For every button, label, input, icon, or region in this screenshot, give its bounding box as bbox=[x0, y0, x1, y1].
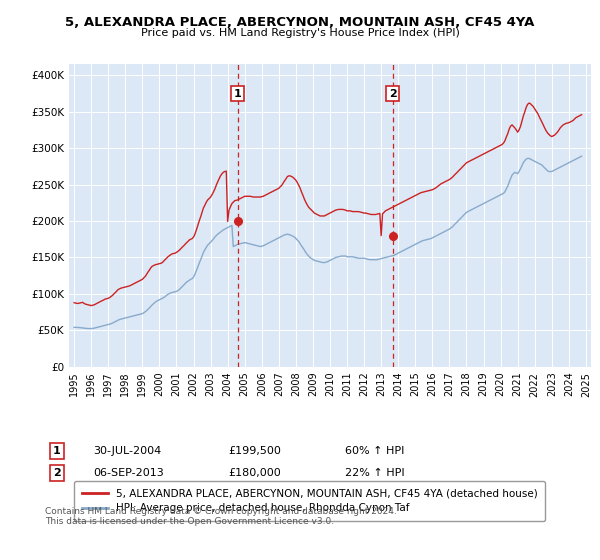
Text: 1: 1 bbox=[53, 446, 61, 456]
Text: 2: 2 bbox=[53, 468, 61, 478]
Text: 30-JUL-2004: 30-JUL-2004 bbox=[93, 446, 161, 456]
Text: 06-SEP-2013: 06-SEP-2013 bbox=[93, 468, 164, 478]
Text: Contains HM Land Registry data © Crown copyright and database right 2024.
This d: Contains HM Land Registry data © Crown c… bbox=[45, 507, 397, 526]
Text: 60% ↑ HPI: 60% ↑ HPI bbox=[345, 446, 404, 456]
Text: 2: 2 bbox=[389, 88, 397, 99]
Text: £180,000: £180,000 bbox=[228, 468, 281, 478]
Text: 5, ALEXANDRA PLACE, ABERCYNON, MOUNTAIN ASH, CF45 4YA: 5, ALEXANDRA PLACE, ABERCYNON, MOUNTAIN … bbox=[65, 16, 535, 29]
Text: Price paid vs. HM Land Registry's House Price Index (HPI): Price paid vs. HM Land Registry's House … bbox=[140, 28, 460, 38]
Legend: 5, ALEXANDRA PLACE, ABERCYNON, MOUNTAIN ASH, CF45 4YA (detached house), HPI: Ave: 5, ALEXANDRA PLACE, ABERCYNON, MOUNTAIN … bbox=[74, 481, 545, 521]
Text: £199,500: £199,500 bbox=[228, 446, 281, 456]
Text: 1: 1 bbox=[233, 88, 241, 99]
Text: 22% ↑ HPI: 22% ↑ HPI bbox=[345, 468, 404, 478]
